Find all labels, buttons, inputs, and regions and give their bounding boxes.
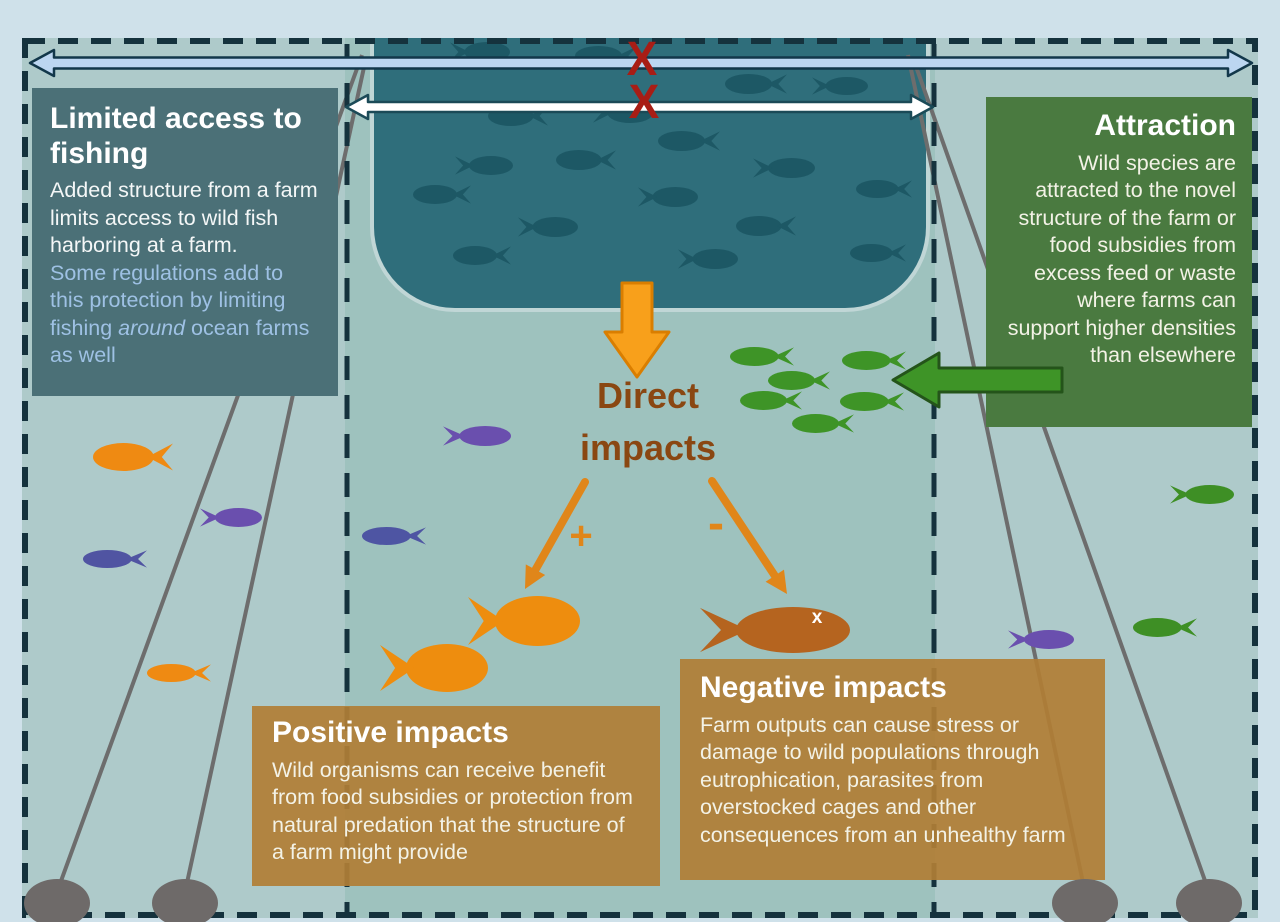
farmed-fish (556, 150, 616, 170)
wild-fish-group (83, 347, 1234, 692)
farmed-fish (850, 244, 906, 262)
purple-fish (83, 550, 147, 568)
positive-impacts-box: Positive impacts Wild organisms can rece… (252, 706, 660, 886)
farmed-fish (753, 158, 815, 178)
purple-fish (362, 527, 426, 545)
green-fish (842, 351, 906, 370)
farmed-fish (638, 187, 698, 207)
anchor-weight (1176, 879, 1242, 922)
green-fish (1170, 485, 1234, 504)
green-fish (740, 391, 802, 410)
purple-fish (1008, 630, 1074, 649)
negative-impacts-box: Negative impacts Farm outputs can cause … (680, 659, 1105, 880)
negative-impacts-body: Farm outputs can cause stress or damage … (700, 712, 1066, 847)
negative-impact-arrow-icon (708, 477, 779, 580)
surface-extent-double-arrow-icon (28, 48, 1254, 78)
green-fish (730, 347, 794, 366)
farmed-fish (725, 74, 787, 94)
orange-fish (93, 443, 173, 471)
blocked-farm-x-icon: X (628, 73, 660, 129)
limited-access-title: Limited access to fishing (50, 102, 302, 170)
orange-fish (147, 664, 211, 682)
attraction-body: Wild species are attracted to the novel … (1007, 150, 1236, 368)
attraction-arrow-icon (891, 351, 1064, 409)
dead-fish-eye: x (811, 607, 823, 628)
minus-sign: - (708, 497, 724, 550)
note-post: ocean farms as well (50, 315, 310, 368)
limited-access-body-text: Added structure from a farm limits acces… (50, 178, 318, 258)
attraction-title: Attraction (1094, 109, 1236, 142)
attraction-box: Attraction Wild species are attracted to… (986, 97, 1252, 427)
farmed-fish (812, 77, 868, 95)
purple-fish (200, 508, 262, 527)
farmed-fish (658, 131, 720, 151)
limited-access-body: Added structure from a farm limits acces… (50, 177, 320, 370)
anchor-weight (152, 879, 218, 922)
plus-sign: + (569, 514, 593, 558)
note-italic-word: around (118, 315, 186, 340)
positive-impact-arrowhead-icon (525, 564, 546, 589)
farmed-fish (856, 180, 912, 198)
anchors-group (24, 879, 1242, 922)
positive-impact-arrow-icon (531, 478, 589, 574)
direct-impacts-label: Direct impacts (579, 375, 717, 469)
limited-access-note: Some regulations add to this protection … (50, 261, 309, 368)
farmed-fish (678, 249, 738, 269)
farmed-fish (413, 185, 471, 204)
mooring-line (911, 57, 1211, 893)
anchor-weight (24, 879, 90, 922)
note-pre: Some regulations add to this protection … (50, 260, 286, 340)
dead-fish (700, 607, 850, 653)
farmed-fish (518, 217, 578, 237)
blocked-crossing-x-icon: X (626, 30, 658, 86)
farm-extent-double-arrow-icon (344, 93, 935, 121)
direct-impacts-arrow-icon (603, 281, 671, 379)
green-fish (792, 414, 854, 433)
negative-impact-arrowhead-icon (765, 569, 787, 594)
farmed-fish (453, 246, 511, 265)
positive-impact-fish (380, 644, 488, 692)
anchor-weight (1052, 879, 1118, 922)
positive-impacts-body: Wild organisms can receive benefit from … (272, 757, 633, 865)
green-fish (840, 392, 904, 411)
green-fish (768, 371, 830, 390)
positive-impact-fish (468, 596, 580, 646)
purple-fish (443, 426, 511, 446)
study-area-dashed-border (22, 38, 1258, 918)
farmed-fish (455, 156, 513, 175)
negative-impacts-title: Negative impacts (700, 671, 947, 704)
farmed-fish (736, 216, 796, 236)
green-fish (1133, 618, 1197, 637)
limited-access-box: Limited access to fishing Added structur… (32, 88, 338, 396)
positive-impacts-title: Positive impacts (272, 716, 509, 749)
